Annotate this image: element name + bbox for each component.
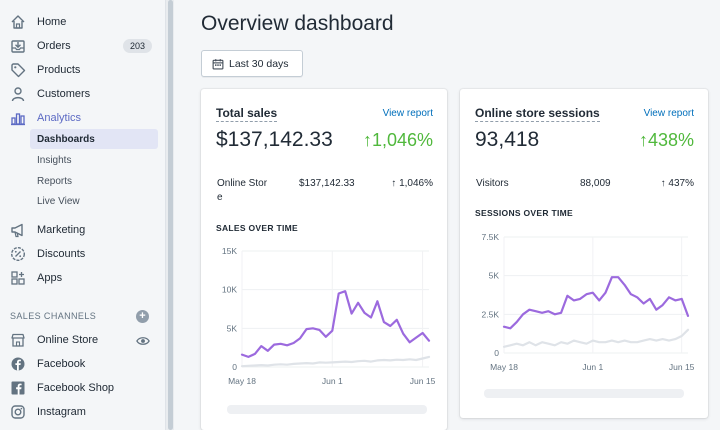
sidebar-item-facebook[interactable]: Facebook [0, 353, 160, 375]
sidebar-subitem-live-view[interactable]: Live View [37, 195, 80, 207]
y-tick-label: 0 [232, 362, 237, 372]
sidebar-item-label: Analytics [37, 112, 82, 124]
online-store-sessions-card: Online store sessions View report 93,418… [460, 89, 708, 418]
megaphone-icon [9, 222, 26, 239]
facebook-shop-icon [9, 380, 26, 397]
faded-placeholder [484, 389, 684, 398]
breakdown-label-wrap: e [217, 192, 223, 203]
view-report-link[interactable]: View report [643, 108, 694, 119]
orders-icon [9, 38, 26, 55]
sidebar-item-label: Instagram [37, 406, 86, 418]
series-previous-line [240, 355, 431, 368]
sidebar-item-label: Apps [37, 272, 63, 284]
x-tick-label: Jun 1 [582, 362, 603, 372]
x-tick-label: May 18 [490, 362, 518, 372]
sidebar-item-label: Products [37, 64, 81, 76]
series-current-line [240, 290, 431, 359]
sidebar-item-label: Online Store [37, 334, 99, 346]
sidebar-item-facebook-shop[interactable]: Facebook Shop [0, 377, 160, 399]
sessions-over-time-chart: 0 2.5K 5K 7.5K May 18 Jun 1 Jun 15 [482, 232, 695, 372]
sidebar-scrollbar-thumb[interactable] [168, 0, 173, 430]
sidebar-item-online-store[interactable]: Online Store [0, 329, 160, 351]
apps-icon [9, 270, 26, 287]
x-tick-label: Jun 15 [410, 376, 436, 386]
page-title: Overview dashboard [201, 12, 394, 35]
sidebar: Home Orders 203 Products Customers Analy… [0, 0, 166, 430]
series-previous-line [502, 328, 690, 348]
sidebar-item-label: Facebook [37, 358, 86, 370]
discount-icon [9, 246, 26, 263]
x-tick-label: Jun 1 [322, 376, 343, 386]
faded-placeholder [227, 405, 427, 414]
y-tick-label: 5K [227, 323, 238, 333]
y-tick-label: 15K [222, 246, 237, 256]
sidebar-item-apps[interactable]: Apps [0, 267, 160, 289]
breakdown-value: 88,009 [580, 178, 611, 189]
sidebar-subitem-reports[interactable]: Reports [37, 175, 73, 187]
chart-heading: SALES OVER TIME [216, 223, 298, 233]
sidebar-item-label: Marketing [37, 224, 86, 236]
date-range-label: Last 30 days [229, 57, 289, 70]
person-icon [9, 86, 26, 103]
instagram-icon [9, 404, 26, 421]
sidebar-item-label: Facebook Shop [37, 382, 115, 394]
y-tick-label: 5K [489, 271, 500, 281]
y-tick-label: 0 [494, 348, 499, 358]
view-report-link[interactable]: View report [382, 108, 433, 119]
total-sales-value: $137,142.33 [216, 128, 333, 151]
sidebar-item-instagram[interactable]: Instagram [0, 401, 160, 423]
sidebar-item-label: Home [37, 16, 67, 28]
sidebar-item-discounts[interactable]: Discounts [0, 243, 160, 265]
card-title[interactable]: Online store sessions [475, 106, 600, 122]
sidebar-item-orders[interactable]: Orders 203 [0, 35, 160, 57]
total-sales-card: Total sales View report $137,142.33 ↑1,0… [201, 89, 447, 430]
sidebar-item-home[interactable]: Home [0, 11, 160, 33]
sidebar-subitem-dashboards[interactable]: Dashboards [30, 129, 158, 149]
breakdown-change: ↑ 437% [660, 178, 694, 189]
sidebar-subitem-insights[interactable]: Insights [37, 154, 72, 166]
sidebar-item-label: Discounts [37, 248, 86, 260]
sessions-change: ↑438% [638, 130, 694, 150]
chart-heading: SESSIONS OVER TIME [475, 208, 573, 218]
x-tick-label: May 18 [228, 376, 256, 386]
card-title[interactable]: Total sales [216, 106, 278, 122]
store-icon [9, 332, 26, 349]
calendar-icon [212, 58, 224, 70]
facebook-icon [9, 356, 26, 373]
orders-count-badge: 203 [123, 39, 153, 53]
breakdown-value: $137,142.33 [299, 178, 355, 189]
y-tick-label: 10K [222, 285, 237, 295]
bar-chart-icon [9, 110, 26, 127]
sales-channels-heading: SALES CHANNELS [10, 311, 97, 321]
sidebar-item-products[interactable]: Products [0, 59, 160, 81]
sales-over-time-chart: 0 5K 10K 15K May 18 Jun 1 Jun 15 [222, 246, 436, 386]
date-range-button[interactable]: Last 30 days [201, 50, 303, 77]
series-current-line [502, 276, 690, 330]
total-sales-change: ↑1,046% [362, 130, 433, 150]
y-tick-label: 2.5K [482, 309, 500, 319]
sidebar-item-label: Orders [37, 40, 71, 52]
sidebar-item-label: Customers [37, 88, 91, 100]
add-channel-icon[interactable]: + [136, 310, 149, 323]
breakdown-change: ↑ 1,046% [391, 178, 433, 189]
tag-icon [9, 62, 26, 79]
breakdown-label: Visitors [476, 178, 509, 189]
eye-icon[interactable] [135, 333, 150, 348]
y-tick-label: 7.5K [482, 232, 500, 242]
sidebar-item-marketing[interactable]: Marketing [0, 219, 160, 241]
sidebar-item-customers[interactable]: Customers [0, 83, 160, 105]
x-tick-label: Jun 15 [669, 362, 695, 372]
breakdown-label: Online Stor [217, 178, 268, 189]
sidebar-item-analytics[interactable]: Analytics [0, 107, 160, 129]
sessions-value: 93,418 [475, 128, 540, 151]
home-icon [9, 14, 26, 31]
